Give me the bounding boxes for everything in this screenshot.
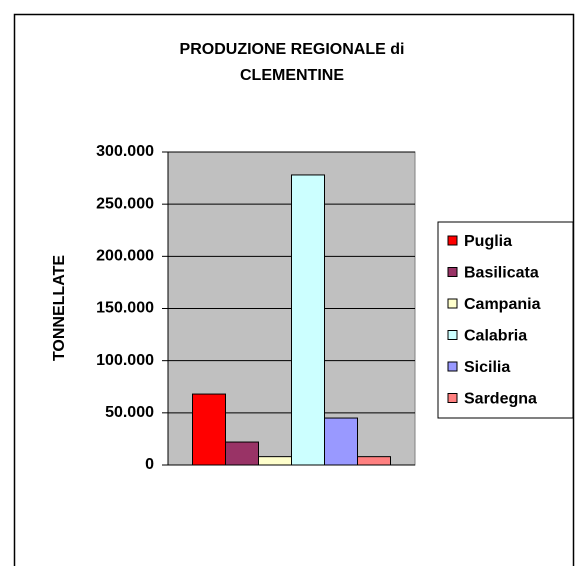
bar <box>324 417 358 466</box>
chart-title: CLEMENTINE <box>240 67 344 84</box>
bar <box>258 456 292 466</box>
y-tick-label: 200.000 <box>96 248 154 265</box>
y-tick-label: 0 <box>145 456 154 473</box>
bar <box>225 441 259 466</box>
legend-label: Sardegna <box>464 391 537 408</box>
y-tick-label: 300.000 <box>96 143 154 160</box>
legend-label: Sicilia <box>464 359 510 376</box>
chart-title: PRODUZIONE REGIONALE di <box>180 41 405 58</box>
y-axis-label: TONNELLATE <box>51 255 68 361</box>
legend-label: Calabria <box>464 328 527 345</box>
legend-swatch <box>447 393 458 403</box>
bar <box>291 174 325 466</box>
y-tick-label: 250.000 <box>96 195 154 212</box>
bar <box>192 393 226 466</box>
legend-label: Puglia <box>464 233 512 250</box>
legend-swatch <box>447 361 458 372</box>
legend-swatch <box>447 267 458 277</box>
y-tick-label: 150.000 <box>96 300 154 317</box>
legend-label: Campania <box>464 296 541 313</box>
legend-label: Basilicata <box>464 265 539 282</box>
legend-box <box>437 221 574 419</box>
legend-swatch <box>447 235 458 246</box>
y-tick-label: 50.000 <box>105 404 154 421</box>
bar <box>357 456 391 466</box>
legend-swatch <box>447 298 458 309</box>
y-tick-label: 100.000 <box>96 352 154 369</box>
legend-swatch <box>447 330 458 340</box>
